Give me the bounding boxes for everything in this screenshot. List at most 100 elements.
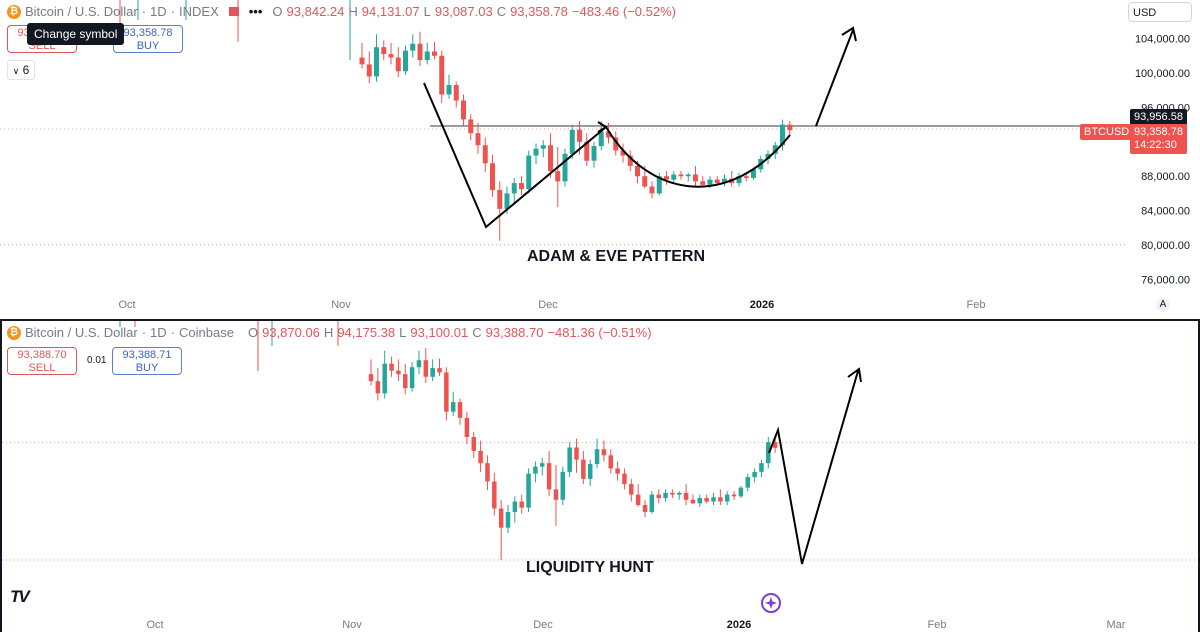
currency-select[interactable]: USD — [1128, 2, 1192, 22]
symbol-name[interactable]: Bitcoin / U.S. Dollar — [25, 4, 138, 19]
indicators-collapse-button[interactable]: ∨ 6 — [7, 60, 35, 80]
candle-body — [584, 141, 590, 161]
symbol-price-label: BTCUSD — [1080, 124, 1134, 140]
candle-body — [562, 153, 568, 182]
candle-body — [743, 176, 749, 178]
candle-body — [613, 137, 619, 151]
sell-button[interactable]: 93,388.70 SELL — [7, 347, 77, 375]
liquidity-arrow-head — [847, 367, 862, 383]
last-price-label: 93,358.78 14:22:30 — [1130, 124, 1187, 154]
candle-body — [772, 145, 778, 154]
y-tick-label: 76,000.00 — [1141, 274, 1190, 286]
candle-body — [731, 494, 737, 497]
candle-body — [622, 473, 627, 485]
candle-body — [548, 145, 553, 172]
candle-body — [482, 145, 488, 164]
close-value: 93,358.78 — [510, 4, 568, 19]
candle-body — [359, 57, 365, 65]
candle-body — [423, 360, 429, 377]
buy-button[interactable]: 93,358.78 BUY — [113, 25, 183, 53]
spread-value: 0.01 — [87, 355, 107, 366]
bottom-legend: ₿ Bitcoin / U.S. Dollar · 1D · Coinbase … — [7, 325, 652, 340]
candle-body — [567, 447, 572, 472]
liquidity-hunt-drawing — [768, 370, 859, 565]
candle-body — [738, 487, 744, 497]
bottom-chart-canvas[interactable]: Oct Nov Dec 2026 Feb Mar — [2, 321, 1198, 634]
candle-body — [416, 360, 422, 368]
breakout-arrow-head — [841, 26, 857, 42]
candle-body — [700, 181, 706, 185]
candle-body — [577, 129, 582, 142]
candle-body — [718, 497, 723, 502]
candle-body — [490, 163, 495, 190]
candle-body — [601, 449, 607, 456]
candle-body — [693, 174, 698, 182]
candle-body — [471, 437, 476, 451]
candle-body — [678, 174, 684, 177]
x-tick-label: Oct — [146, 619, 163, 631]
change-symbol-tooltip: Change symbol — [27, 23, 125, 45]
exchange: Coinbase — [179, 325, 234, 340]
candle-body — [533, 466, 538, 474]
candle-body — [424, 51, 430, 61]
candle-body — [403, 374, 408, 389]
candle-body — [656, 176, 662, 194]
buy-label: BUY — [136, 40, 160, 52]
candle-body — [683, 492, 689, 500]
candle-body — [759, 463, 764, 472]
candle-body — [594, 449, 600, 465]
auto-scale-button[interactable]: A — [1156, 298, 1170, 312]
buy-price: 93,388.71 — [122, 349, 172, 361]
candle-body — [642, 176, 648, 187]
y-tick-label: 100,000.00 — [1135, 68, 1190, 80]
candle-body — [608, 455, 613, 469]
open-value: 93,870.06 — [262, 325, 320, 340]
tradingview-logo[interactable]: TV — [10, 587, 30, 606]
low-value: 93,100.01 — [410, 325, 469, 340]
candle-body — [492, 481, 497, 509]
candle-body — [685, 174, 691, 177]
candle-body — [417, 43, 423, 61]
sell-price: 93,388.70 — [17, 349, 67, 361]
candle-body — [382, 363, 387, 394]
bitcoin-icon: ₿ — [7, 4, 21, 19]
top-chart-canvas[interactable]: 104,000.00100,000.0096,000.0088,000.0084… — [0, 0, 1200, 318]
high-value: 94,131.07 — [361, 4, 420, 19]
candle-body — [395, 57, 401, 72]
candle-body — [690, 499, 696, 504]
candle-body — [540, 463, 545, 467]
interval[interactable]: 1D — [150, 325, 167, 340]
buy-button[interactable]: 93,388.71 BUY — [112, 347, 182, 375]
candle-body — [722, 178, 727, 184]
candle-body — [432, 51, 437, 56]
candle-body — [707, 179, 713, 185]
candle-body — [555, 171, 561, 182]
candle-body — [553, 489, 559, 500]
candle-body — [485, 463, 490, 482]
y-tick-label: 88,000.00 — [1141, 171, 1190, 183]
y-tick-label: 84,000.00 — [1141, 206, 1190, 218]
candle-body — [635, 165, 640, 177]
candle-body — [505, 512, 511, 528]
flag-icon[interactable] — [228, 7, 239, 16]
candle-body — [457, 402, 463, 418]
candle-body — [504, 193, 510, 209]
bottom-chart-panel[interactable]: Oct Nov Dec 2026 Feb Mar ₿ Bitcoin / U.S. Dol… — [0, 319, 1200, 632]
candle-body — [511, 183, 517, 194]
top-chart-panel[interactable]: 104,000.00100,000.0096,000.0088,000.0084… — [0, 0, 1200, 318]
candle-body — [587, 464, 593, 479]
candle-body — [697, 498, 703, 504]
candle-body — [670, 492, 675, 495]
symbol-name[interactable]: Bitcoin / U.S. Dollar — [25, 325, 138, 340]
sparkle-icon[interactable] — [757, 589, 785, 617]
candle-body — [461, 100, 466, 120]
candle-body — [736, 176, 742, 184]
candle-body — [368, 374, 374, 382]
candle-body — [498, 508, 504, 528]
candle-body — [752, 471, 757, 478]
x-tick-label: Feb — [967, 299, 986, 311]
candle-body — [546, 463, 552, 490]
candle-body — [478, 450, 483, 464]
interval[interactable]: 1D — [150, 4, 167, 19]
more-icon[interactable]: ••• — [248, 4, 263, 19]
